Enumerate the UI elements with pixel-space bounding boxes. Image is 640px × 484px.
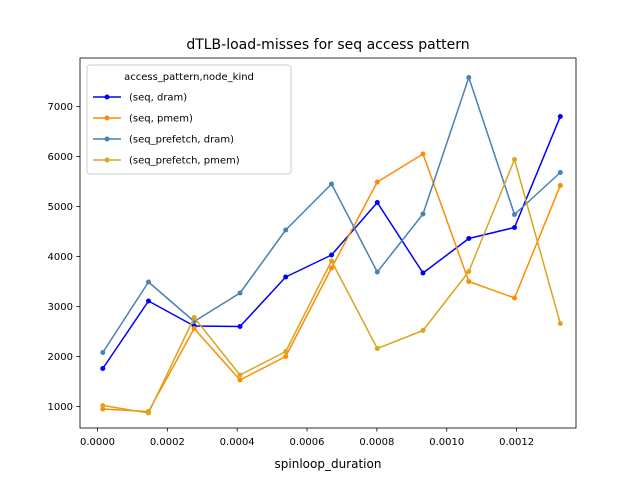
x-axis-label: spinloop_duration xyxy=(275,457,382,471)
data-point-2-9 xyxy=(512,212,517,217)
legend-marker-0 xyxy=(104,94,110,100)
data-point-1-6 xyxy=(374,179,380,185)
data-point-2-4 xyxy=(283,227,289,233)
axes-frame xyxy=(79,57,577,429)
data-point-3-4 xyxy=(283,349,289,354)
legend-marker-3 xyxy=(104,157,110,163)
data-point-0-8 xyxy=(466,236,472,241)
data-point-2-1 xyxy=(146,279,151,285)
data-point-1-7 xyxy=(420,151,426,157)
y-tick-label-3: 4000 xyxy=(48,252,73,263)
legend-label-1: (seq, pmem) xyxy=(129,114,193,125)
y-tick-label-1: 2000 xyxy=(48,352,73,363)
data-point-0-9 xyxy=(512,225,517,230)
data-point-3-6 xyxy=(374,346,380,351)
x-tick-label-6: 0.0012 xyxy=(499,437,534,448)
x-tick-label-4: 0.0008 xyxy=(359,437,394,448)
data-point-2-0 xyxy=(100,350,106,355)
data-point-0-10 xyxy=(557,114,563,119)
data-point-3-2 xyxy=(191,315,197,320)
data-point-0-5 xyxy=(329,252,334,258)
data-point-1-0 xyxy=(100,406,106,412)
data-point-2-6 xyxy=(374,269,380,275)
data-point-3-1 xyxy=(146,410,151,416)
data-point-1-5 xyxy=(329,265,334,271)
legend-label-3: (seq_prefetch, pmem) xyxy=(129,156,240,167)
y-tick-label-4: 5000 xyxy=(48,202,73,213)
data-point-1-10 xyxy=(557,183,563,188)
legend-title: access_pattern,node_kind xyxy=(124,72,254,83)
y-tick-label-5: 6000 xyxy=(48,152,73,163)
data-point-2-3 xyxy=(237,290,243,296)
plot-area xyxy=(100,75,563,416)
data-point-3-5 xyxy=(329,258,334,264)
x-tick-label-5: 0.0010 xyxy=(429,437,464,448)
x-tick-label-1: 0.0002 xyxy=(150,437,185,448)
data-point-2-8 xyxy=(466,75,472,80)
data-point-1-2 xyxy=(191,326,197,331)
data-point-0-7 xyxy=(420,270,426,276)
data-point-3-9 xyxy=(512,157,517,162)
data-point-3-3 xyxy=(237,372,243,378)
data-point-1-9 xyxy=(512,295,517,301)
y-tick-label-6: 7000 xyxy=(48,102,73,113)
data-point-1-4 xyxy=(283,354,289,359)
axes: 0.0000 0.0002 0.0004 0.0006 0.0008 0.0010 0.00… xyxy=(48,57,577,448)
data-point-3-10 xyxy=(557,321,563,326)
data-point-2-5 xyxy=(329,181,334,187)
legend-label-0: (seq, dram) xyxy=(129,93,187,104)
chart-title: dTLB-load-misses for seq access pattern xyxy=(186,37,469,53)
data-point-3-8 xyxy=(466,269,472,274)
x-tick-label-3: 0.0006 xyxy=(290,437,325,448)
data-point-0-4 xyxy=(283,274,289,280)
data-point-3-0 xyxy=(100,403,106,408)
legend-marker-1 xyxy=(104,115,110,121)
data-point-0-1 xyxy=(146,298,151,304)
x-tick-label-0: 0.0000 xyxy=(80,437,115,448)
legend-label-2: (seq_prefetch, dram) xyxy=(129,135,234,146)
legend-marker-2 xyxy=(104,136,110,142)
legend-box xyxy=(86,64,292,175)
data-point-2-10 xyxy=(557,170,563,175)
data-point-3-7 xyxy=(420,328,426,333)
data-point-0-6 xyxy=(374,200,380,205)
data-point-2-7 xyxy=(420,211,426,217)
data-point-0-0 xyxy=(100,366,106,371)
data-point-0-3 xyxy=(237,324,243,329)
y-tick-label-0: 1000 xyxy=(48,402,73,413)
y-tick-label-2: 3000 xyxy=(48,302,73,313)
data-point-1-3 xyxy=(237,377,243,383)
data-point-1-8 xyxy=(466,279,472,284)
legend: access_pattern,node_kind (seq, dram) (seq,… xyxy=(86,64,292,175)
x-tick-label-2: 0.0004 xyxy=(220,437,255,448)
